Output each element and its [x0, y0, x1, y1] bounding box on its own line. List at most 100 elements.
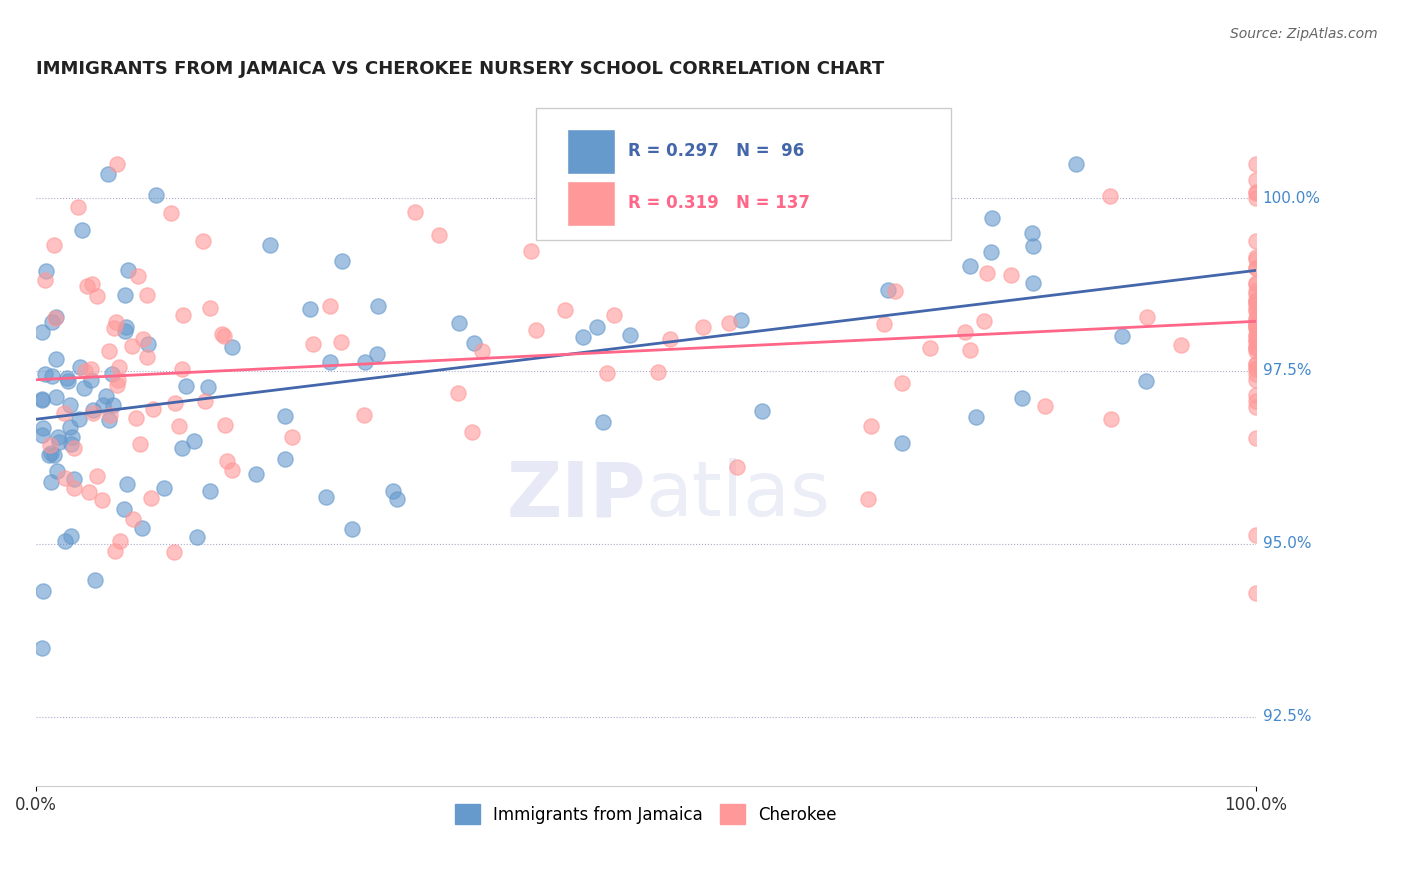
Cherokee — [1244, 329, 1267, 343]
Cherokee — [62, 441, 84, 455]
Cherokee — [217, 454, 239, 468]
Cherokee — [1244, 333, 1267, 347]
Cherokee — [167, 419, 190, 434]
Immigrants from Jamaica — [274, 451, 297, 466]
Immigrants from Jamaica — [245, 467, 267, 481]
Cherokee — [136, 287, 159, 301]
Text: ZIP: ZIP — [506, 458, 645, 533]
Immigrants from Jamaica — [1022, 238, 1045, 252]
Cherokee — [1244, 251, 1267, 265]
Cherokee — [221, 463, 243, 477]
Cherokee — [1136, 310, 1159, 324]
Cherokee — [1244, 252, 1267, 266]
Text: IMMIGRANTS FROM JAMAICA VS CHEROKEE NURSERY SCHOOL CORRELATION CHART: IMMIGRANTS FROM JAMAICA VS CHEROKEE NURS… — [37, 60, 884, 78]
Immigrants from Jamaica — [41, 315, 63, 329]
Cherokee — [103, 321, 125, 335]
Immigrants from Jamaica — [330, 253, 353, 268]
Cherokee — [302, 337, 325, 351]
Immigrants from Jamaica — [877, 283, 900, 297]
Cherokee — [519, 244, 541, 258]
Immigrants from Jamaica — [447, 316, 470, 330]
Cherokee — [447, 386, 470, 401]
Cherokee — [891, 376, 914, 390]
Immigrants from Jamaica — [315, 490, 337, 504]
Immigrants from Jamaica — [114, 320, 136, 334]
Text: 92.5%: 92.5% — [1263, 709, 1312, 724]
Cherokee — [858, 492, 880, 507]
Cherokee — [39, 438, 62, 452]
Immigrants from Jamaica — [1135, 375, 1157, 389]
Cherokee — [692, 320, 714, 334]
Text: 95.0%: 95.0% — [1263, 536, 1312, 551]
Immigrants from Jamaica — [114, 287, 136, 301]
Cherokee — [1244, 357, 1267, 371]
Cherokee — [884, 284, 907, 298]
Cherokee — [1099, 189, 1122, 203]
Cherokee — [53, 406, 76, 420]
Cherokee — [1244, 361, 1267, 376]
Cherokee — [1244, 431, 1267, 445]
Cherokee — [1244, 260, 1267, 275]
Immigrants from Jamaica — [41, 369, 63, 384]
Immigrants from Jamaica — [186, 530, 208, 544]
Cherokee — [142, 401, 165, 416]
Immigrants from Jamaica — [891, 436, 914, 450]
Cherokee — [97, 343, 120, 358]
Cherokee — [1244, 393, 1267, 408]
Cherokee — [645, 213, 668, 227]
Cherokee — [1244, 362, 1267, 376]
Cherokee — [329, 335, 352, 350]
Cherokee — [105, 315, 128, 329]
Cherokee — [1244, 318, 1267, 332]
Immigrants from Jamaica — [115, 477, 138, 491]
Immigrants from Jamaica — [84, 574, 107, 588]
Cherokee — [1244, 343, 1267, 358]
Immigrants from Jamaica — [381, 484, 404, 499]
Immigrants from Jamaica — [101, 398, 124, 412]
Immigrants from Jamaica — [463, 335, 485, 350]
Text: R = 0.319   N = 137: R = 0.319 N = 137 — [627, 194, 810, 212]
Immigrants from Jamaica — [1021, 277, 1043, 291]
Cherokee — [1244, 341, 1267, 355]
Cherokee — [1244, 373, 1267, 387]
Cherokee — [108, 360, 131, 375]
Cherokee — [136, 350, 159, 364]
Immigrants from Jamaica — [274, 409, 297, 424]
Cherokee — [1244, 260, 1267, 275]
Cherokee — [121, 338, 143, 352]
Immigrants from Jamaica — [318, 354, 340, 368]
Immigrants from Jamaica — [170, 441, 193, 455]
Cherokee — [596, 366, 619, 380]
Immigrants from Jamaica — [145, 188, 167, 202]
Immigrants from Jamaica — [56, 374, 79, 388]
Cherokee — [1244, 313, 1267, 327]
Immigrants from Jamaica — [221, 340, 243, 354]
Immigrants from Jamaica — [31, 392, 53, 406]
Immigrants from Jamaica — [31, 325, 53, 339]
Cherokee — [200, 301, 222, 315]
Immigrants from Jamaica — [46, 464, 69, 478]
Immigrants from Jamaica — [298, 302, 321, 317]
Cherokee — [1033, 399, 1056, 413]
Cherokee — [86, 289, 108, 303]
Immigrants from Jamaica — [751, 404, 773, 418]
Immigrants from Jamaica — [46, 429, 69, 443]
Cherokee — [1099, 412, 1122, 426]
Cherokee — [976, 266, 998, 280]
Cherokee — [1244, 400, 1267, 414]
Cherokee — [1244, 302, 1267, 317]
Immigrants from Jamaica — [96, 389, 118, 403]
Cherokee — [1244, 317, 1267, 331]
Cherokee — [1244, 156, 1267, 170]
Cherokee — [67, 200, 90, 214]
Cherokee — [211, 327, 233, 342]
Immigrants from Jamaica — [34, 368, 56, 382]
Cherokee — [973, 314, 995, 328]
Immigrants from Jamaica — [32, 421, 55, 435]
Cherokee — [163, 396, 186, 410]
Immigrants from Jamaica — [31, 640, 53, 655]
Cherokee — [1244, 298, 1267, 312]
Text: 97.5%: 97.5% — [1263, 363, 1312, 378]
Cherokee — [80, 361, 103, 376]
Immigrants from Jamaica — [35, 263, 58, 277]
